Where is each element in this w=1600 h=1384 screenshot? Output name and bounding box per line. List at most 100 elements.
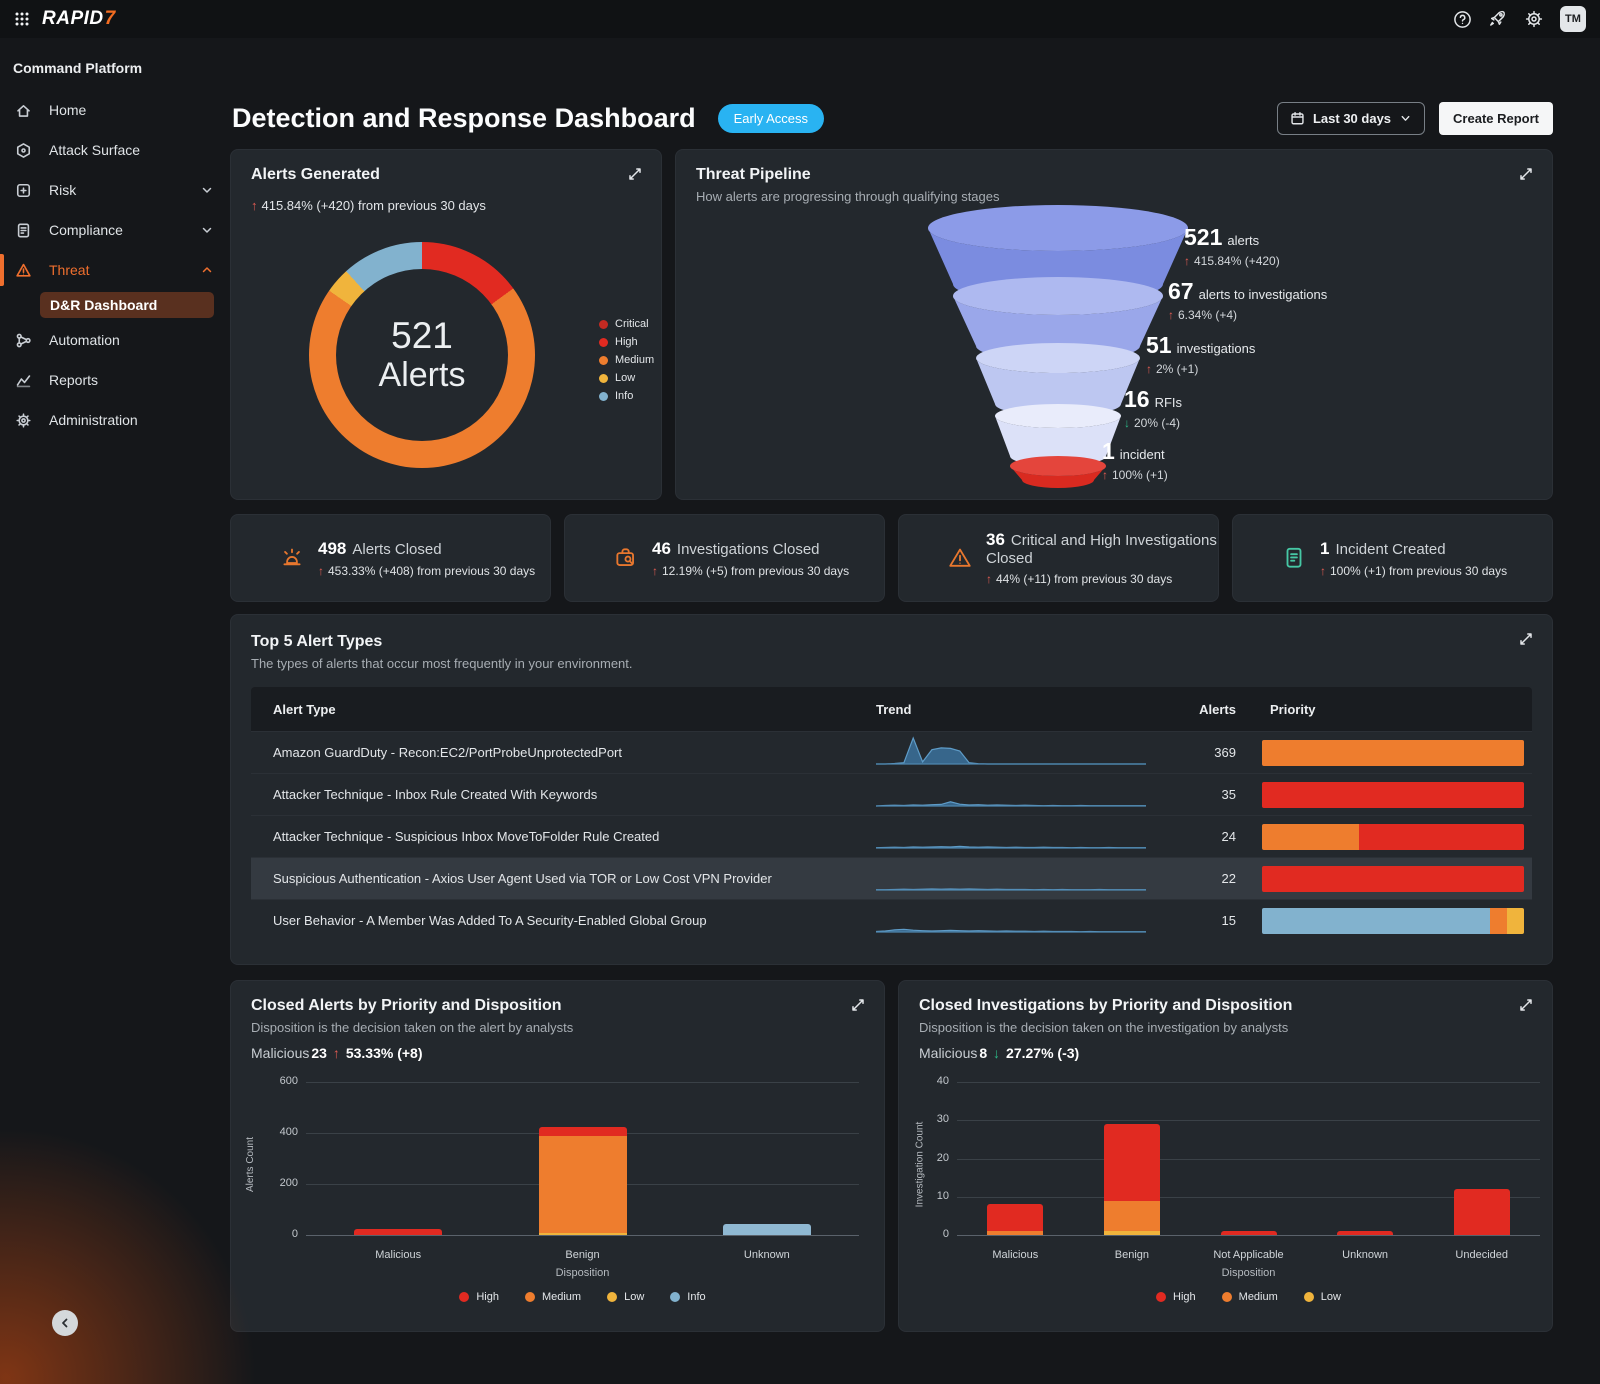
date-range-button[interactable]: Last 30 days: [1277, 102, 1425, 135]
sidebar-item-administration[interactable]: Administration: [0, 400, 230, 440]
alerts-generated-card: Alerts Generated ↑415.84% (+420) from pr…: [230, 149, 662, 500]
sidebar-item-attack-surface[interactable]: Attack Surface: [0, 130, 230, 170]
bar-segment-medium[interactable]: [539, 1136, 627, 1233]
stat-value: 498: [318, 539, 346, 558]
bar-segment-high[interactable]: [1221, 1231, 1277, 1235]
help-icon[interactable]: [1452, 9, 1472, 29]
user-avatar[interactable]: TM: [1560, 6, 1586, 32]
card-title: Closed Alerts by Priority and Dispositio…: [251, 997, 864, 1015]
sidebar-item-label: Home: [49, 102, 86, 118]
stat-label: Incident Created: [1335, 541, 1445, 558]
table-row[interactable]: Amazon GuardDuty - Recon:EC2/PortProbeUn…: [251, 731, 1532, 773]
trend-arrow: ↑: [1320, 564, 1326, 578]
trend-arrow: ↑: [652, 564, 658, 578]
legend-item[interactable]: Low: [1304, 1291, 1341, 1303]
stat-card-critical-and-high-investigations-closed[interactable]: 36Critical and High Investigations Close…: [898, 514, 1219, 602]
expand-icon[interactable]: [1518, 166, 1536, 184]
expand-icon[interactable]: [850, 997, 868, 1015]
stat-card-alerts-closed[interactable]: 498Alerts Closed↑453.33% (+408) from pre…: [230, 514, 551, 602]
main-content: Detection and Response Dashboard Early A…: [230, 38, 1600, 1384]
rapid7-logo[interactable]: RAPID7: [42, 8, 116, 30]
stat-value: 1: [1320, 539, 1329, 558]
sidebar-item-home[interactable]: Home: [0, 90, 230, 130]
x-axis-label: Disposition: [306, 1267, 859, 1279]
bar-segment-info[interactable]: [723, 1224, 811, 1235]
bar-segment-medium[interactable]: [1104, 1201, 1160, 1232]
legend-item[interactable]: High: [459, 1291, 499, 1303]
legend-label: High: [476, 1291, 499, 1303]
legend-item[interactable]: Low: [599, 372, 654, 384]
compliance-icon: [15, 222, 32, 239]
alerts-count-cell: 24: [1176, 829, 1246, 844]
stat-body: 36Critical and High Investigations Close…: [986, 530, 1218, 586]
legend-dot: [525, 1292, 535, 1302]
stat-value-label: 498Alerts Closed: [318, 539, 535, 559]
sidebar-item-dr-dashboard[interactable]: D&R Dashboard: [40, 292, 214, 318]
stat-body: 1 Incident Created ↑100% (+1) from previou…: [1320, 539, 1507, 578]
bar-segment-low[interactable]: [1104, 1231, 1160, 1235]
legend-item[interactable]: Low: [607, 1291, 644, 1303]
chevron-down-icon: [200, 223, 214, 237]
priority-segment-info: [1262, 908, 1490, 934]
gridline: [306, 1082, 859, 1083]
sidebar-item-compliance[interactable]: Compliance: [0, 210, 230, 250]
legend-item[interactable]: Medium: [599, 354, 654, 366]
expand-icon[interactable]: [627, 166, 645, 184]
stat-label: Investigations Closed: [677, 541, 820, 558]
priority-segment-high: [1262, 866, 1524, 892]
funnel-stage-delta: ↑6.34% (+4): [1168, 308, 1327, 322]
bar-segment-high[interactable]: [539, 1127, 627, 1136]
legend-item[interactable]: Info: [670, 1291, 705, 1303]
legend-item[interactable]: Medium: [1222, 1291, 1278, 1303]
legend-item[interactable]: High: [599, 336, 654, 348]
priority-cell: [1246, 740, 1532, 766]
stat-card-incident-created[interactable]: 1 Incident Created ↑100% (+1) from previou…: [1232, 514, 1553, 602]
expand-icon[interactable]: [1518, 997, 1536, 1015]
legend-dot: [670, 1292, 680, 1302]
stat-card-investigations-closed[interactable]: 46Investigations Closed↑12.19% (+5) from…: [564, 514, 885, 602]
legend-item[interactable]: Critical: [599, 318, 654, 330]
launch-rocket-icon[interactable]: [1488, 9, 1508, 29]
sidebar-item-threat[interactable]: Threat: [0, 250, 230, 290]
sidebar-item-risk[interactable]: Risk: [0, 170, 230, 210]
sidebar-item-reports[interactable]: Reports: [0, 360, 230, 400]
table-row[interactable]: Suspicious Authentication - Axios User A…: [251, 857, 1532, 899]
trend-arrow: ↑: [1184, 254, 1190, 268]
sidebar-item-label: Risk: [49, 182, 76, 198]
bar-segment-high[interactable]: [1454, 1189, 1510, 1235]
app-grid-icon[interactable]: [14, 11, 30, 27]
sidebar-item-label: Reports: [49, 372, 98, 388]
bar-segment-high[interactable]: [987, 1204, 1043, 1231]
warning-triangle-icon: [947, 545, 973, 571]
legend-label: Medium: [615, 354, 654, 366]
funnel-stage-label: 51investigations↑2% (+1): [1146, 332, 1255, 376]
bar-segment-high[interactable]: [354, 1229, 442, 1235]
early-access-badge[interactable]: Early Access: [718, 104, 824, 133]
bar-segment-low[interactable]: [539, 1233, 627, 1235]
settings-gear-icon[interactable]: [1524, 9, 1544, 29]
alert-type-cell: User Behavior - A Member Was Added To A …: [251, 913, 876, 928]
legend-label: Info: [687, 1291, 705, 1303]
legend-item[interactable]: Medium: [525, 1291, 581, 1303]
sidebar-item-automation[interactable]: Automation: [0, 320, 230, 360]
card-subtitle: Disposition is the decision taken on the…: [251, 1020, 864, 1035]
legend-item[interactable]: High: [1156, 1291, 1196, 1303]
bar-segment-medium[interactable]: [987, 1231, 1043, 1235]
create-report-button[interactable]: Create Report: [1439, 102, 1553, 135]
chevron-down-icon: [1399, 112, 1412, 125]
trend-arrow: ↑: [986, 572, 992, 586]
priority-segment-low: [1507, 908, 1524, 934]
bar-segment-high[interactable]: [1104, 1124, 1160, 1201]
legend-item[interactable]: Info: [599, 390, 654, 402]
alert-type-cell: Suspicious Authentication - Axios User A…: [251, 871, 876, 886]
table-row[interactable]: Attacker Technique - Suspicious Inbox Mo…: [251, 815, 1532, 857]
legend-label: Critical: [615, 318, 649, 330]
sidebar-collapse-button[interactable]: [52, 1310, 78, 1336]
stat-delta: ↑100% (+1) from previous 30 days: [1320, 564, 1507, 578]
date-range-label: Last 30 days: [1313, 111, 1391, 126]
table-row[interactable]: Attacker Technique - Inbox Rule Created …: [251, 773, 1532, 815]
bar-segment-high[interactable]: [1337, 1231, 1393, 1235]
funnel-stage-label: 521alerts↑415.84% (+420): [1184, 224, 1280, 268]
expand-icon[interactable]: [1518, 631, 1536, 649]
table-row[interactable]: User Behavior - A Member Was Added To A …: [251, 899, 1532, 941]
